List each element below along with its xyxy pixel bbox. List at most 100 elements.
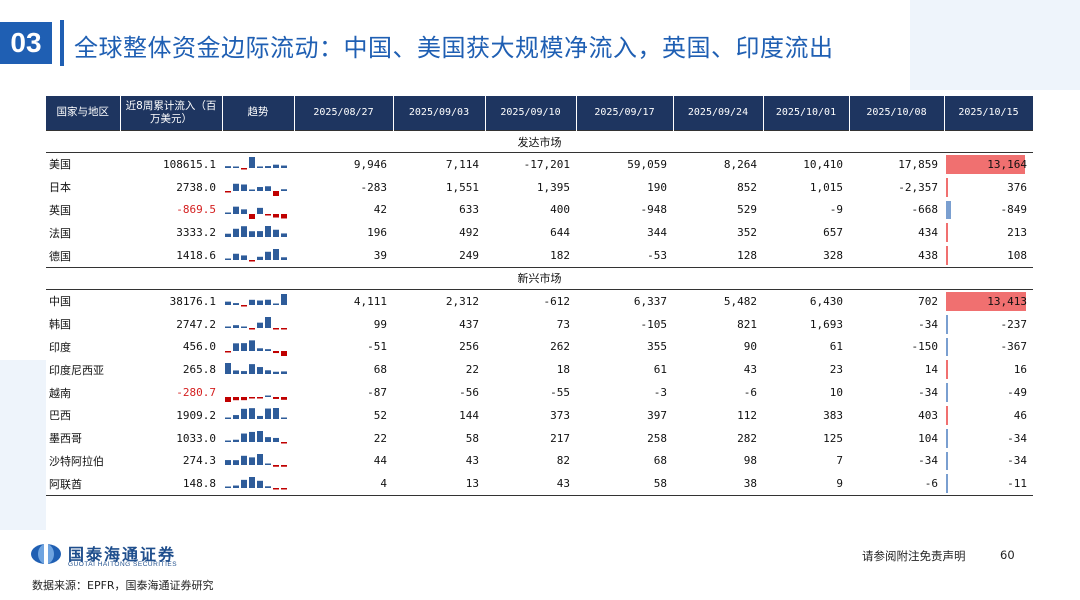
weekly-flow-value: 23 (829, 363, 843, 377)
header-date: 2025/09/17 (576, 96, 674, 131)
weekly-flow-value: -9 (829, 203, 843, 217)
weekly-flow-value: 1,015 (809, 180, 843, 194)
trend-sparkline (222, 221, 294, 244)
weekly-flow-value: 355 (647, 340, 667, 354)
weekly-flow-value: 2,312 (445, 294, 479, 308)
latest-week-databar (946, 337, 949, 357)
table-row: 韩国 2747.2 99 437 73 -105 821 1,693 -34 -237 (46, 313, 1033, 336)
sparkline-bar (281, 256, 287, 260)
weekly-flow-value: 18 (556, 363, 570, 377)
trend-sparkline (222, 176, 294, 199)
sparkline-bar (281, 294, 287, 306)
latest-week-value: -11 (1007, 477, 1027, 491)
weekly-flow-value: 190 (647, 180, 667, 194)
weekly-flow-value: 59,059 (627, 157, 667, 171)
latest-week-cell: 376 (944, 176, 1033, 199)
page-number: 60 (1000, 548, 1015, 562)
sparkline-bar (225, 233, 231, 237)
latest-week-cell: -367 (944, 336, 1033, 359)
latest-week-cell: 213 (944, 221, 1033, 244)
sparkline-bar (281, 350, 287, 356)
header-date: 2025/09/24 (673, 96, 764, 131)
sparkline-bar (233, 253, 239, 260)
weekly-flow-value: 98 (743, 454, 757, 468)
latest-week-databar (946, 428, 948, 448)
weekly-flow-value: 90 (743, 340, 757, 354)
company-logo-icon (31, 544, 61, 564)
sparkline-bar (249, 340, 255, 351)
weekly-flow-value: 68 (373, 363, 387, 377)
sparkline-bar (265, 437, 271, 443)
weekly-flow-value: 258 (647, 431, 667, 445)
sparkline-bar (233, 166, 239, 169)
sparkline-bar (249, 408, 255, 420)
sparkline-bar (241, 370, 247, 374)
cumulative-total: 1909.2 (176, 408, 216, 422)
sparkline-bar (257, 480, 263, 488)
weekly-flow-value: -34 (918, 454, 938, 468)
sparkline-bar (225, 191, 231, 193)
weekly-flow-value: 125 (823, 431, 843, 445)
sparkline-bar (265, 395, 271, 397)
sparkline-bar (241, 225, 247, 237)
group-header-row: 发达市场 (46, 130, 1033, 153)
sparkline-bar (257, 207, 263, 214)
weekly-flow-value: 8,264 (723, 157, 757, 171)
header-date: 2025/08/27 (294, 96, 394, 131)
weekly-flow-value: 438 (918, 249, 938, 263)
weekly-flow-value: 4 (294, 472, 393, 497)
weekly-flow-value: -2,357 (898, 180, 938, 194)
sparkline-bar (265, 370, 271, 374)
trend-sparkline (222, 450, 294, 473)
cumulative-total: 2738.0 (176, 180, 216, 194)
weekly-flow-value: 43 (743, 363, 757, 377)
sparkline-bar (249, 189, 255, 192)
sparkline-bar (233, 415, 239, 420)
table-header-row: 国家与地区 近8周累计流入（百万美元） 趋势 2025/08/27 2025/09… (46, 96, 1034, 131)
sparkline-bar (233, 460, 239, 465)
header-date: 2025/10/15 (944, 96, 1034, 131)
table-body: 发达市场 美国 108615.1 9,946 7,114 -17,201 59,059 8,2… (46, 130, 1033, 497)
weekly-flow-value: 403 (918, 408, 938, 422)
cumulative-total: 2747.2 (176, 317, 216, 331)
cumulative-total: 148.8 (120, 472, 222, 497)
data-source: 数据来源：EPFR，国泰海通证券研究 (32, 579, 214, 592)
weekly-flow-value: 821 (737, 317, 757, 331)
sparkline-bar (281, 328, 287, 330)
sparkline-bar (273, 248, 279, 260)
weekly-flow-value: 397 (647, 408, 667, 422)
sparkline-bar (281, 396, 287, 400)
sparkline-bar (249, 213, 255, 219)
weekly-flow-value: 633 (459, 203, 479, 217)
weekly-flow-value: 217 (550, 431, 570, 445)
sparkline-bar (273, 328, 279, 330)
sparkline-bar (233, 325, 239, 329)
sparkline-bar (249, 476, 255, 488)
country-name: 中国 (49, 295, 71, 309)
table-row: 美国 108615.1 9,946 7,114 -17,201 59,059 8,264 10… (46, 153, 1033, 176)
sparkline-bar (249, 157, 255, 169)
weekly-flow-value: 43 (465, 454, 479, 468)
group-header-row: 新兴市场 (46, 266, 1033, 290)
weekly-flow-value: 7,114 (445, 157, 479, 171)
sparkline-bar (281, 213, 287, 219)
sparkline-bar (273, 191, 279, 197)
latest-week-value: -49 (1007, 386, 1027, 400)
country-name: 沙特阿拉伯 (49, 454, 104, 468)
table-row: 墨西哥 1033.0 22 58 217 258 282 125 104 -34 (46, 427, 1033, 450)
sparkline-bar (249, 300, 255, 306)
trend-sparkline (222, 153, 294, 176)
weekly-flow-value: 42 (373, 203, 387, 217)
weekly-flow-value: 196 (367, 226, 387, 240)
latest-week-databar (946, 291, 1026, 311)
weekly-flow-value: -53 (647, 249, 667, 263)
weekly-flow-value: 657 (823, 226, 843, 240)
fund-flow-table: 国家与地区 近8周累计流入（百万美元） 趋势 2025/08/27 2025/09… (46, 96, 1034, 497)
weekly-flow-value: 43 (485, 472, 576, 497)
title-accent-bar (60, 20, 64, 66)
latest-week-value: -237 (1000, 317, 1028, 331)
sparkline-bar (265, 349, 271, 351)
country-name: 墨西哥 (49, 432, 82, 446)
latest-week-cell: -34 (944, 450, 1033, 473)
sparkline-bar (265, 166, 271, 169)
